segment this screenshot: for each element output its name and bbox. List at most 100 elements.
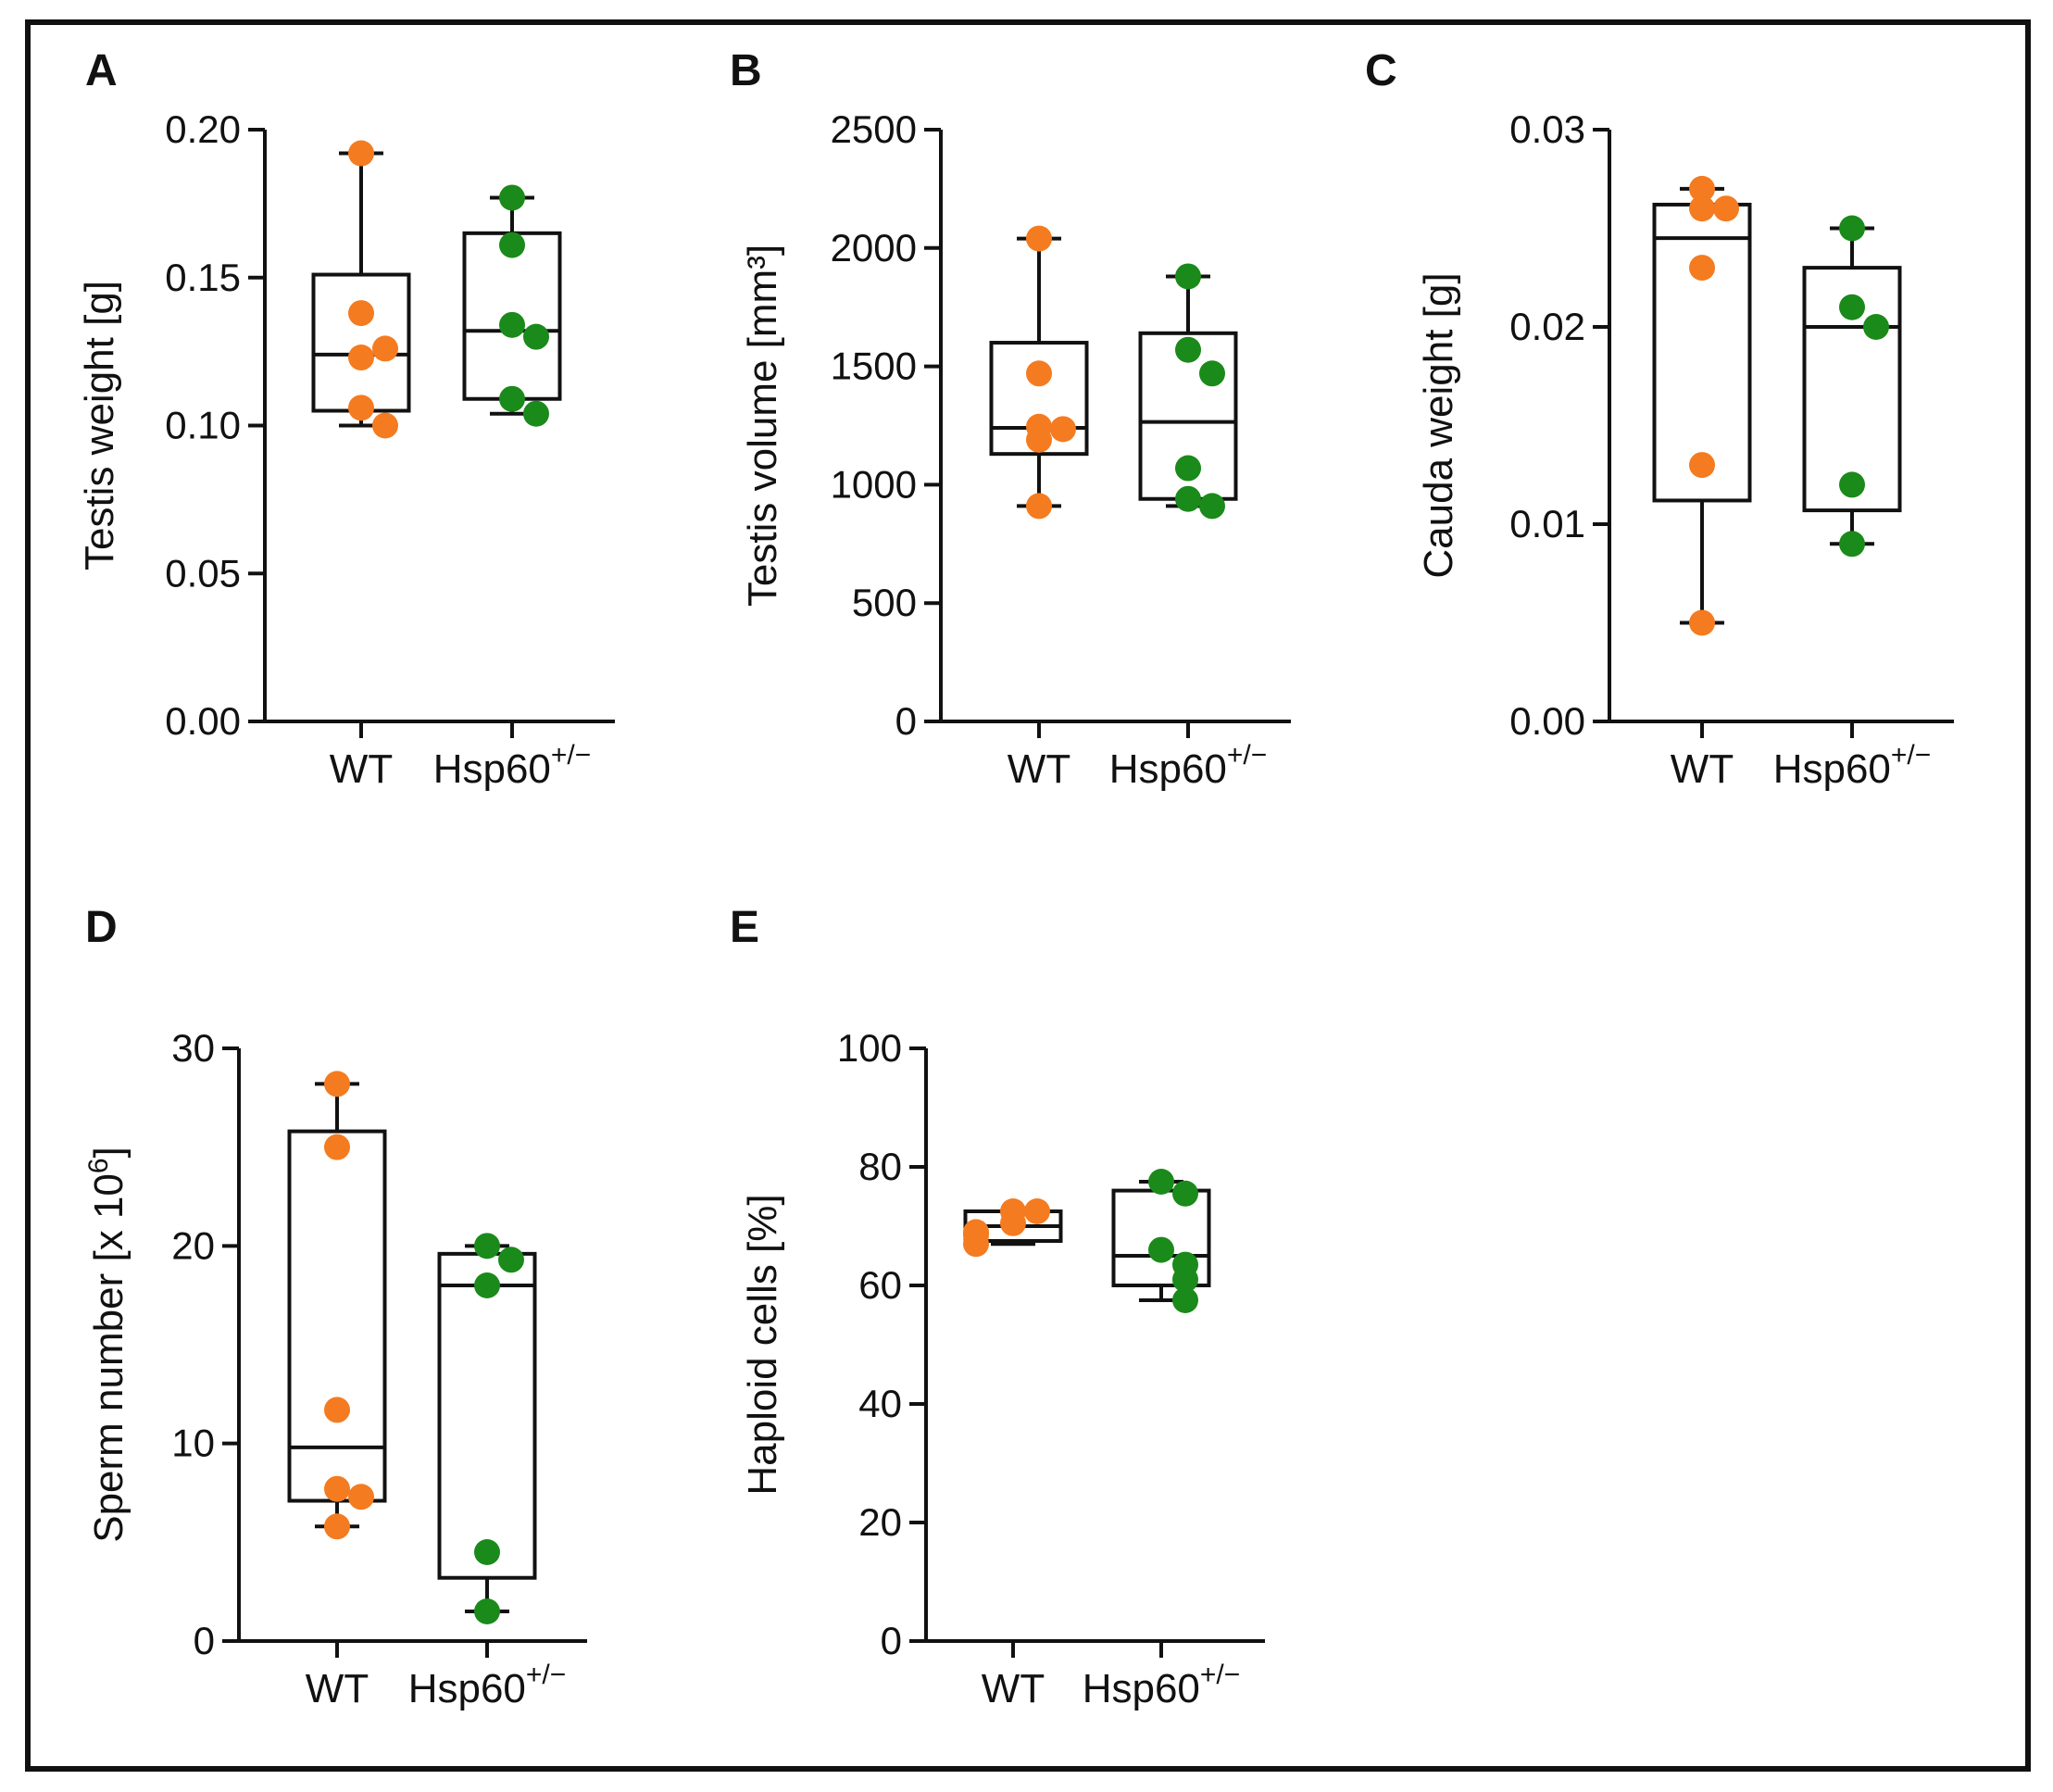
- y-tick-label: 20: [171, 1223, 215, 1267]
- y-axis-title: Haploid cells [%]: [740, 1194, 785, 1495]
- y-tick-label: 80: [858, 1145, 902, 1188]
- y-axis-title: Testis volume [mm³]: [740, 244, 785, 607]
- box: [437, 1251, 537, 1580]
- data-point: [523, 323, 549, 350]
- data-point: [1050, 416, 1076, 443]
- y-tick-label: 0.01: [1509, 502, 1585, 545]
- y-tick-label: 0.00: [1509, 699, 1585, 743]
- data-point: [1713, 195, 1739, 222]
- y-tick-label: 0.00: [165, 699, 241, 743]
- y-tick-label: 20: [858, 1500, 902, 1544]
- data-point: [324, 1071, 350, 1097]
- data-point: [1172, 1287, 1198, 1313]
- data-point: [499, 385, 525, 412]
- series-wt: [1652, 175, 1752, 636]
- data-point: [1026, 360, 1052, 387]
- x-tick-label: Hsp60+/−: [1083, 1660, 1241, 1711]
- data-point: [1026, 225, 1052, 252]
- x-tick-label: WT: [1671, 746, 1734, 792]
- y-tick-label: 1000: [831, 462, 917, 506]
- x-tick-label: WT: [330, 746, 393, 792]
- y-axis-title: Testis weight [g]: [77, 281, 122, 570]
- x-tick-label: WT: [982, 1666, 1045, 1711]
- data-point: [1689, 175, 1715, 202]
- y-tick-label: 1500: [831, 345, 917, 388]
- data-point: [1839, 215, 1865, 242]
- y-tick-label: 0.05: [165, 551, 241, 595]
- data-point: [1175, 263, 1201, 290]
- series-wt: [989, 225, 1089, 520]
- data-point: [474, 1598, 500, 1624]
- panel-letter: B: [730, 46, 762, 95]
- data-point: [1175, 455, 1201, 482]
- panel-letter: E: [730, 903, 759, 952]
- data-point: [324, 1475, 350, 1502]
- data-point: [1839, 531, 1865, 558]
- y-axis-title: Cauda weight [g]: [1416, 272, 1461, 578]
- data-point: [1839, 294, 1865, 320]
- data-point: [348, 300, 374, 327]
- x-tick-label: Hsp60+/−: [1109, 740, 1268, 792]
- y-tick-label: 0.20: [165, 107, 241, 151]
- data-point: [498, 1247, 524, 1273]
- figure-frame: [25, 19, 2031, 1772]
- panel-c: C 0.00 0.01 0.02 0.03 Cauda weight [g] WT Hsp60…: [1365, 46, 1954, 792]
- panel-letter: D: [85, 903, 118, 952]
- panel-a: A 0.00 0.05 0.10 0.15 0.20 Testis weight [g] WT…: [77, 46, 615, 792]
- panel-b: B 0 500 1000 1500 2000 2500 Testis volume [mm³]…: [730, 46, 1291, 792]
- data-point: [1199, 360, 1225, 387]
- data-point: [1689, 452, 1715, 479]
- x-tick-label: Hsp60+/−: [1773, 740, 1932, 792]
- y-tick-label: 0: [194, 1619, 215, 1662]
- data-point: [1172, 1180, 1198, 1207]
- y-tick-label: 0.10: [165, 404, 241, 447]
- data-point: [324, 1397, 350, 1423]
- box: [287, 1129, 387, 1503]
- box: [1802, 266, 1902, 513]
- data-point: [1689, 255, 1715, 282]
- x-tick-label: Hsp60+/−: [408, 1660, 567, 1711]
- series-hsp60-het: [1802, 215, 1902, 558]
- series-hsp60-het: [437, 1233, 537, 1624]
- panel-d: D 0 10 20 30 Sperm number [x 106] WT Hsp60+/−: [83, 903, 587, 1711]
- panel-letter: A: [85, 46, 118, 95]
- series-wt: [311, 140, 411, 439]
- data-point: [499, 232, 525, 258]
- data-point: [1689, 609, 1715, 636]
- y-tick-label: 0.15: [165, 256, 241, 299]
- box: [989, 341, 1089, 457]
- y-tick-label: 40: [858, 1382, 902, 1425]
- data-point: [1863, 314, 1889, 340]
- series-hsp60-het: [1138, 263, 1238, 520]
- data-point: [348, 1484, 374, 1510]
- data-point: [1199, 493, 1225, 520]
- series-wt: [963, 1198, 1063, 1258]
- y-tick-label: 60: [858, 1263, 902, 1307]
- data-point: [1172, 1266, 1198, 1293]
- data-point: [1175, 485, 1201, 512]
- x-tick-label: WT: [1008, 746, 1070, 792]
- y-tick-label: 0.03: [1509, 107, 1585, 151]
- y-tick-label: 2500: [831, 107, 917, 151]
- data-point: [372, 335, 398, 362]
- data-point: [1024, 1198, 1050, 1224]
- y-tick-label: 0: [895, 699, 917, 743]
- y-tick-label: 0.02: [1509, 305, 1585, 348]
- data-point: [1026, 426, 1052, 453]
- data-point: [324, 1513, 350, 1540]
- panel-letter: C: [1365, 46, 1397, 95]
- data-point: [474, 1539, 500, 1565]
- data-point: [1148, 1169, 1174, 1195]
- data-point: [1689, 195, 1715, 222]
- data-point: [1175, 336, 1201, 363]
- x-tick-label: Hsp60+/−: [433, 740, 592, 792]
- data-point: [499, 311, 525, 338]
- data-point: [372, 412, 398, 439]
- y-tick-label: 500: [852, 581, 917, 624]
- data-point: [1148, 1236, 1174, 1263]
- panel-e: E 0 20 40 60 80 100 Haploid cells [%] WT Hsp60+/−: [730, 903, 1265, 1711]
- data-point: [474, 1272, 500, 1298]
- data-point: [523, 400, 549, 427]
- data-point: [348, 140, 374, 167]
